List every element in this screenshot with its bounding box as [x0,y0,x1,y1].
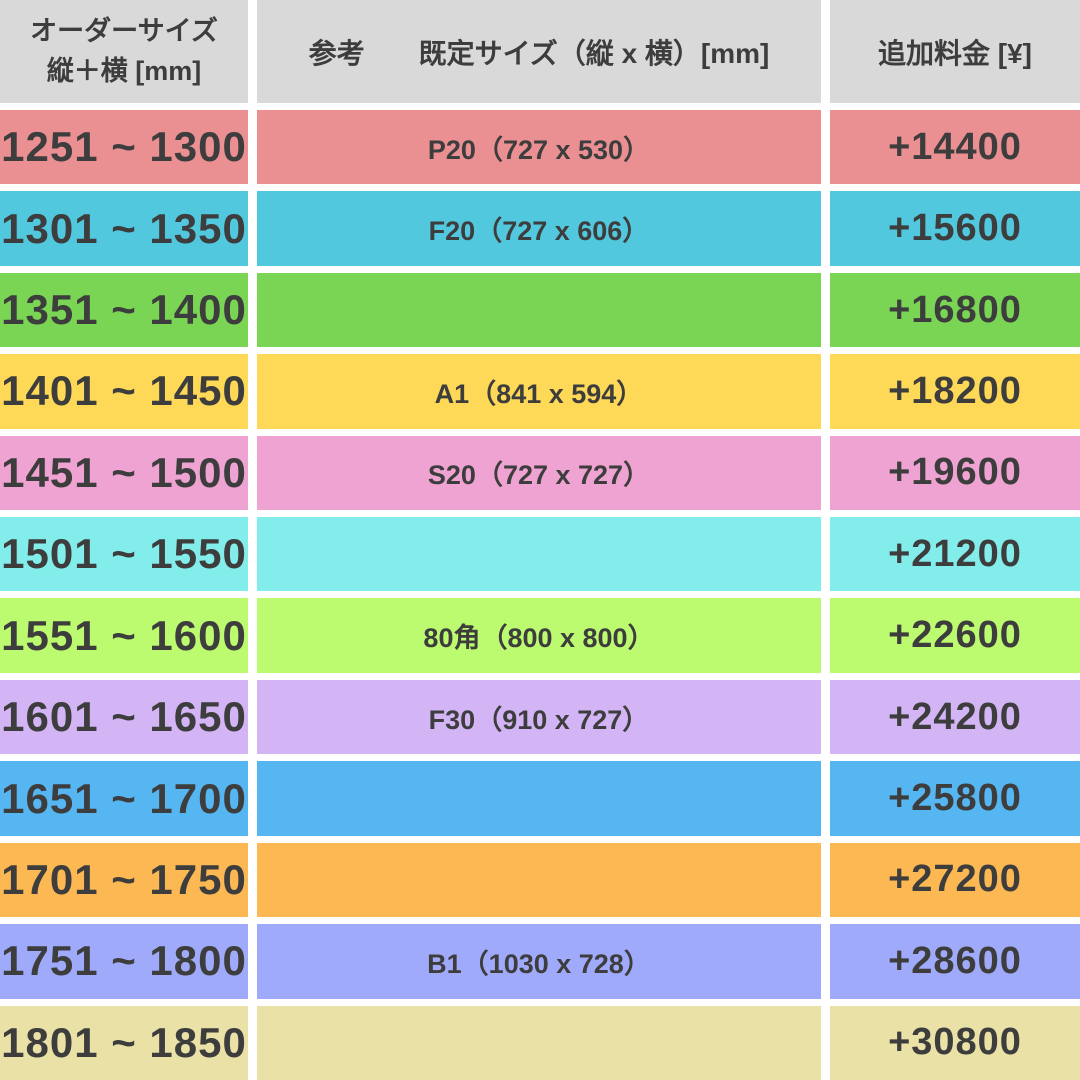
additional-fee-cell: +22600 [830,598,1080,673]
additional-fee-cell: +19600 [830,435,1080,511]
header-order-size-line2: 縦＋横 [mm] [46,55,202,86]
additional-fee-cell: +21200 [830,517,1080,592]
additional-fee-cell: +28600 [830,924,1080,999]
reference-size-cell [257,1005,821,1080]
reference-size-cell: A1（841 x 594） [257,354,821,429]
reference-size-cell: F30（910 x 727） [257,679,821,755]
additional-fee-cell: +30800 [830,1005,1080,1080]
reference-size-cell: F20（727 x 606） [257,191,821,266]
reference-size-cell [257,272,821,348]
additional-fee-cell: +27200 [830,842,1080,918]
header-reference-size: 参考 既定サイズ（縦 x 横）[mm] [257,0,821,103]
order-size-cell: 1601 ~ 1650 [0,679,248,755]
additional-fee-cell: +14400 [830,110,1080,185]
additional-fee-cell: +16800 [830,272,1080,348]
order-size-cell: 1351 ~ 1400 [0,272,248,348]
reference-size-cell [257,517,821,592]
reference-size-cell: B1（1030 x 728） [257,924,821,999]
additional-fee-cell: +18200 [830,354,1080,429]
order-size-cell: 1801 ~ 1850 [0,1005,248,1080]
order-size-cell: 1451 ~ 1500 [0,435,248,511]
reference-size-cell: S20（727 x 727） [257,435,821,511]
reference-size-cell [257,842,821,918]
additional-fee-cell: +15600 [830,191,1080,266]
header-reference-label: 参考 [308,37,365,69]
header-order-size-line1: オーダーサイズ [30,16,218,47]
order-size-cell: 1501 ~ 1550 [0,517,248,592]
header-order-size: オーダーサイズ 縦＋横 [mm] [0,0,248,103]
order-size-cell: 1551 ~ 1600 [0,598,248,673]
reference-size-cell [257,761,821,836]
reference-size-cell: 80角（800 x 800） [257,598,821,673]
reference-size-cell: P20（727 x 530） [257,110,821,185]
order-size-cell: 1701 ~ 1750 [0,842,248,918]
order-size-cell: 1401 ~ 1450 [0,354,248,429]
order-size-cell: 1751 ~ 1800 [0,924,248,999]
additional-fee-cell: +25800 [830,761,1080,836]
header-reference-size-label: 既定サイズ（縦 x 横）[mm] [418,37,770,69]
order-size-cell: 1301 ~ 1350 [0,191,248,266]
order-size-cell: 1251 ~ 1300 [0,110,248,185]
header-additional-fee: 追加料金 [¥] [830,0,1080,103]
order-size-cell: 1651 ~ 1700 [0,761,248,836]
additional-fee-cell: +24200 [830,679,1080,755]
